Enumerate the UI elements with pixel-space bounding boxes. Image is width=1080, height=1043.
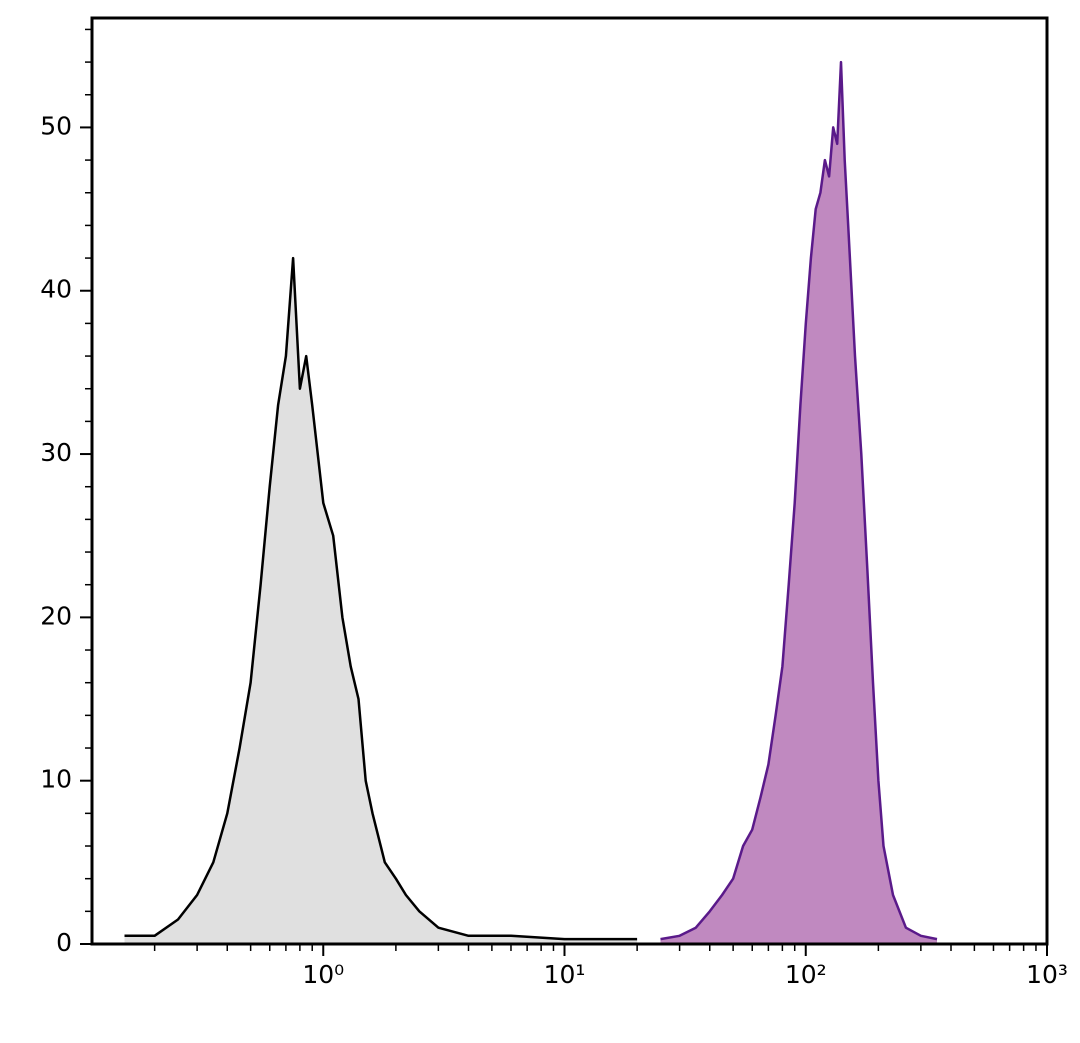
y-tick-label: 20	[40, 601, 72, 630]
y-tick-label: 0	[56, 928, 72, 957]
x-tick-label: 10²	[785, 960, 827, 989]
y-tick-label: 10	[40, 765, 72, 794]
x-tick-label: 10³	[1026, 960, 1068, 989]
plot-frame	[90, 16, 1049, 946]
y-tick-label: 50	[40, 111, 72, 140]
y-tick-label: 30	[40, 438, 72, 467]
area-line	[124, 256, 638, 941]
area-fill	[660, 62, 937, 945]
x-tick-label: 10⁰	[302, 960, 344, 989]
x-tick-label: 10¹	[544, 960, 586, 989]
area-line	[660, 60, 938, 941]
area-fill	[124, 258, 638, 945]
y-tick-label: 40	[40, 275, 72, 304]
